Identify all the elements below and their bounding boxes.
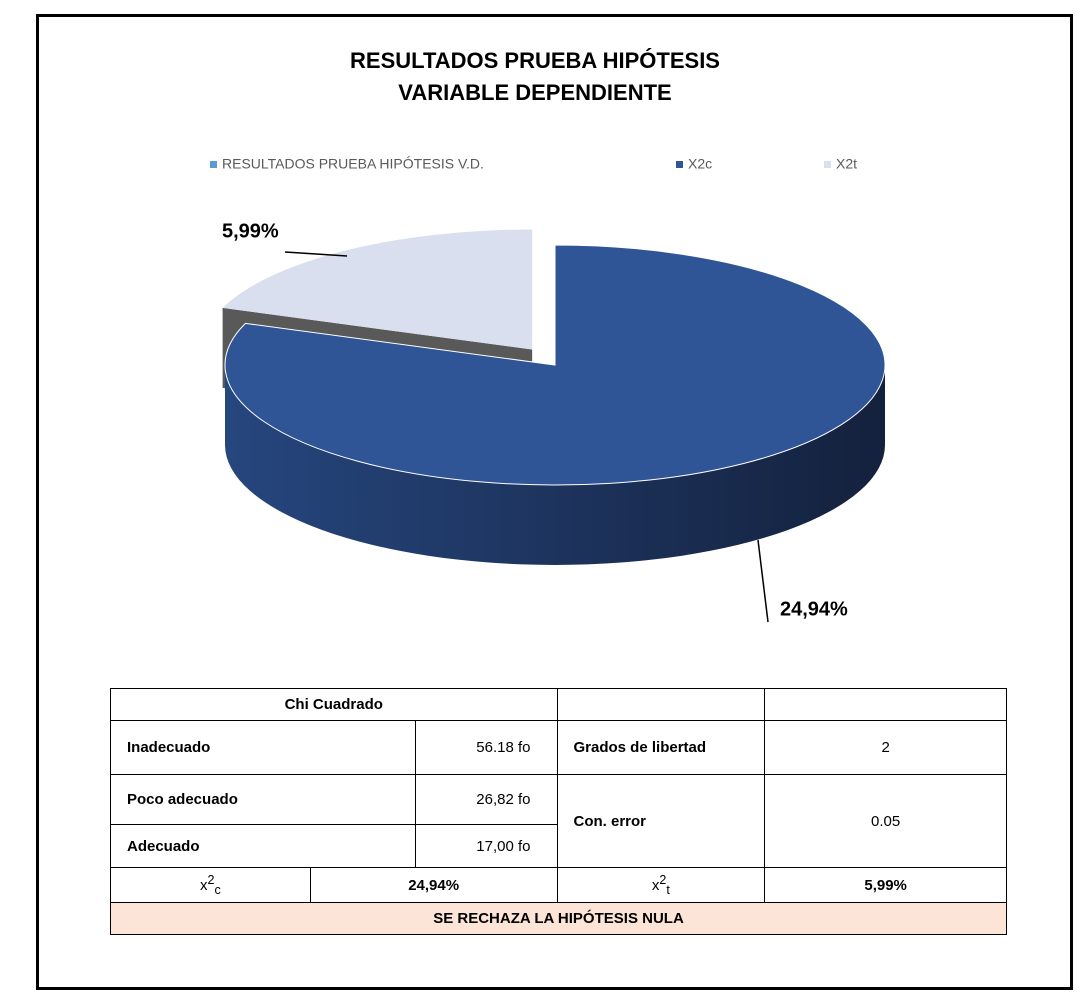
chart-title: RESULTADOS PRUEBA HIPÓTESIS bbox=[350, 48, 720, 73]
legend-label: X2c bbox=[688, 156, 712, 172]
frame bbox=[36, 14, 1073, 990]
symbol: c bbox=[214, 883, 221, 897]
legend-label: RESULTADOS PRUEBA HIPÓTESIS V.D. bbox=[222, 156, 484, 172]
pie-slice bbox=[222, 229, 533, 350]
pie-side bbox=[225, 365, 885, 565]
cell: 0.05 bbox=[764, 774, 1007, 868]
legend-swatch bbox=[824, 161, 831, 168]
cell: Poco adecuado bbox=[110, 774, 416, 825]
cell: Grados de libertad bbox=[556, 720, 766, 775]
leader-line bbox=[757, 539, 769, 623]
legend-swatch bbox=[676, 161, 683, 168]
legend-swatch bbox=[210, 161, 217, 168]
cell: x2c bbox=[110, 867, 311, 903]
cell bbox=[764, 688, 1007, 721]
cell: Inadecuado bbox=[110, 720, 416, 775]
chi-table: Chi Cuadrado Inadecuado 56.18 fo Grados de… bbox=[110, 688, 1007, 935]
cell: 5,99% bbox=[764, 867, 1007, 903]
pie-slice bbox=[224, 244, 886, 486]
cell: Adecuado bbox=[110, 824, 416, 868]
leader-line bbox=[284, 251, 348, 257]
symbol: x bbox=[651, 877, 660, 894]
cell: 56.18 fo bbox=[414, 720, 558, 775]
chart-title: VARIABLE DEPENDIENTE bbox=[398, 80, 671, 105]
cell: SE RECHAZA LA HIPÓTESIS NULA bbox=[110, 902, 1007, 935]
symbol: 2 bbox=[207, 873, 215, 887]
data-label: 5,99% bbox=[222, 220, 279, 242]
symbol: t bbox=[666, 883, 670, 897]
cell: Chi Cuadrado bbox=[110, 688, 558, 721]
symbol: x bbox=[200, 877, 208, 894]
data-label: 24,94% bbox=[780, 598, 848, 620]
legend-label: X2t bbox=[836, 156, 857, 172]
cell: 24,94% bbox=[309, 867, 558, 903]
cell: 17,00 fo bbox=[414, 824, 558, 868]
cell: 26,82 fo bbox=[414, 774, 558, 825]
cell: x2t bbox=[556, 867, 766, 903]
chart: RESULTADOS PRUEBA HIPÓTESIS VARIABLE DEP… bbox=[210, 48, 886, 623]
cell: Con. error bbox=[556, 774, 766, 868]
cell: 2 bbox=[764, 720, 1007, 775]
cell bbox=[556, 688, 766, 721]
symbol: 2 bbox=[659, 873, 667, 887]
